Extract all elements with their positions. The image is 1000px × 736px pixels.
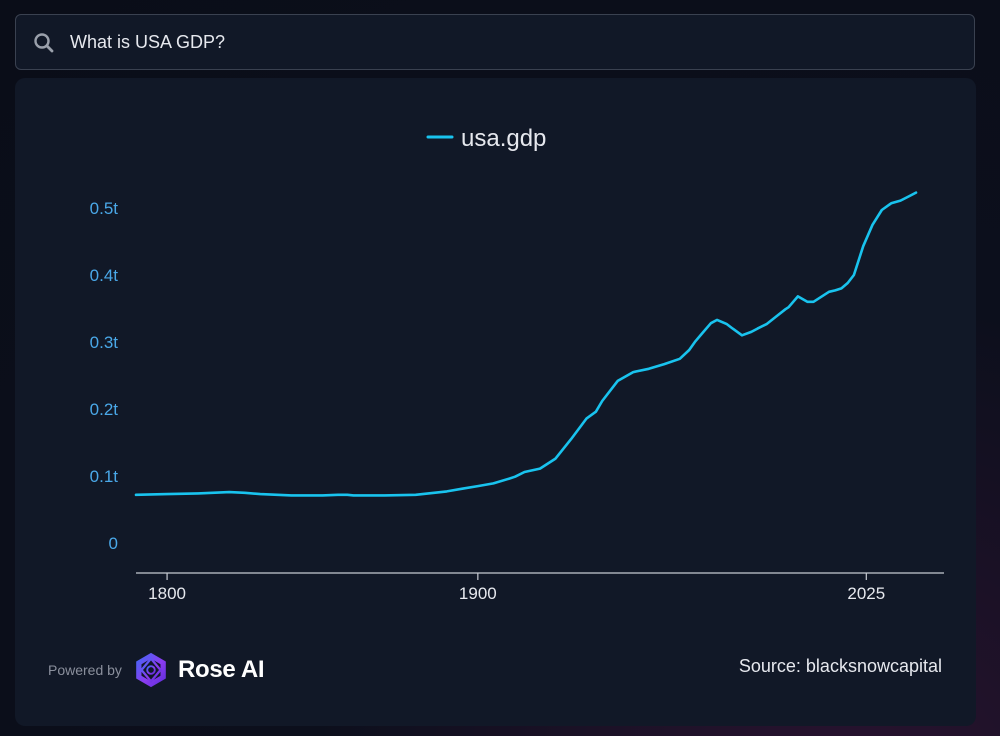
rose-ai-logo-icon[interactable] bbox=[132, 651, 170, 689]
x-tick-label: 1800 bbox=[148, 584, 186, 603]
powered-by-section: Powered by Rose AI bbox=[48, 651, 265, 689]
y-tick-label: 0 bbox=[109, 534, 118, 553]
search-input[interactable] bbox=[70, 25, 950, 59]
series-line-usa-gdp bbox=[134, 191, 918, 497]
search-icon bbox=[34, 33, 54, 53]
powered-by-label: Powered by bbox=[48, 662, 122, 678]
chart-card: usa.gdp 0 0.1t 0.2t 0.3t 0.4t 0.5t 1800 1900 2025… bbox=[15, 78, 976, 726]
y-tick-label: 0.2t bbox=[90, 400, 119, 419]
y-tick-label: 0.3t bbox=[90, 333, 119, 352]
x-tick-label: 2025 bbox=[847, 584, 885, 603]
x-tick-label: 1900 bbox=[459, 584, 497, 603]
rose-ai-brand[interactable]: Rose AI bbox=[177, 656, 265, 683]
gdp-line-chart: usa.gdp 0 0.1t 0.2t 0.3t 0.4t 0.5t 1800 1900 2025 bbox=[90, 125, 944, 603]
y-tick-label: 0.4t bbox=[90, 266, 119, 285]
y-tick-label: 0.1t bbox=[90, 467, 119, 486]
legend-label: usa.gdp bbox=[461, 125, 546, 152]
search-bar[interactable] bbox=[15, 14, 975, 70]
source-label: Source: blacksnowcapital bbox=[738, 656, 942, 676]
y-tick-label: 0.5t bbox=[90, 199, 119, 218]
